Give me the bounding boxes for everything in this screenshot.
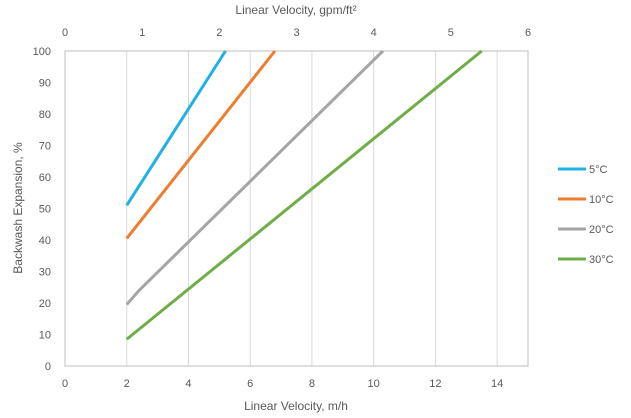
x-tick-label: 6 xyxy=(247,378,253,390)
series-line-4 xyxy=(125,49,483,341)
y-tick-label: 20 xyxy=(39,298,51,310)
legend-label: 10°C xyxy=(589,194,614,206)
x2-tick-label: 2 xyxy=(216,27,222,39)
y-axis-title: Backwash Expansion, % xyxy=(11,142,25,274)
y-tick-label: 70 xyxy=(39,141,51,153)
x-tick-label: 14 xyxy=(491,378,503,390)
series-lines xyxy=(125,49,483,341)
x-tick-label: 2 xyxy=(124,378,130,390)
grid-lines xyxy=(64,51,498,366)
y-tick-label: 30 xyxy=(39,267,51,279)
y-tick-label: 10 xyxy=(39,330,51,342)
y-tick-label: 90 xyxy=(39,78,51,90)
x2-tick-label: 4 xyxy=(371,27,377,39)
x-tick-label: 4 xyxy=(185,378,191,390)
legend-label: 5°C xyxy=(589,164,608,176)
x2-tick-label: 0 xyxy=(62,27,68,39)
series-line-2 xyxy=(125,50,277,240)
plot-border xyxy=(64,50,529,367)
x-tick-label: 8 xyxy=(309,378,315,390)
x2-tick-label: 6 xyxy=(525,27,531,39)
x2-tick-label: 1 xyxy=(139,27,145,39)
axes xyxy=(64,50,529,367)
x-tick-label: 12 xyxy=(429,378,441,390)
y-tick-label: 60 xyxy=(39,172,51,184)
y-tick-label: 80 xyxy=(39,109,51,121)
x2-axis-title: Linear Velocity, gpm/ft² xyxy=(235,3,356,17)
legend-label: 30°C xyxy=(589,254,614,266)
x-axis-title: Linear Velocity, m/h xyxy=(244,399,348,413)
series-line-1 xyxy=(125,50,227,207)
x2-tick-label: 5 xyxy=(448,27,454,39)
y-tick-label: 100 xyxy=(33,46,51,58)
y-tick-label: 40 xyxy=(39,235,51,247)
y-tick-label: 50 xyxy=(39,204,51,216)
x2-tick-label: 3 xyxy=(293,27,299,39)
series-line-3 xyxy=(125,49,384,306)
legend: 5°C 10°C 20°C 30°C xyxy=(558,164,614,266)
x-tick-label: 10 xyxy=(368,378,380,390)
y-tick-label: 0 xyxy=(45,361,51,373)
legend-label: 20°C xyxy=(589,224,614,236)
x-tick-label: 0 xyxy=(62,378,68,390)
